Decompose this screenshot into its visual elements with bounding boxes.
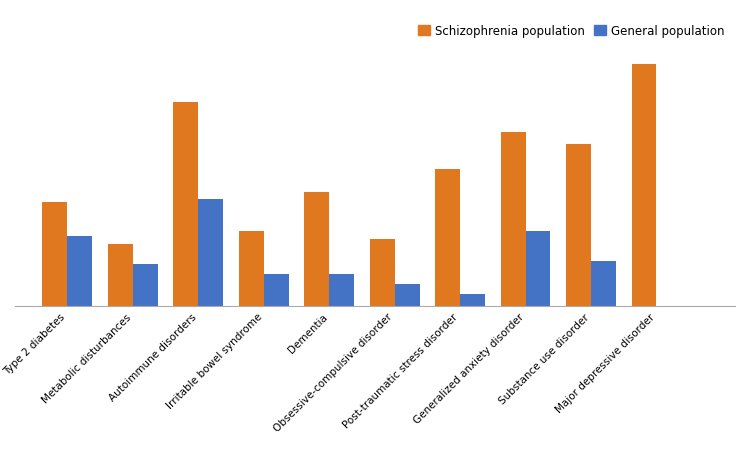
Bar (566, 145, 591, 307)
Bar (394, 284, 419, 307)
Bar (264, 274, 289, 307)
Bar (370, 239, 394, 307)
Bar (526, 232, 550, 307)
Bar (591, 262, 616, 307)
Bar (501, 132, 526, 307)
Bar (173, 102, 198, 307)
Bar (435, 170, 460, 307)
Bar (460, 294, 485, 307)
Bar (108, 244, 133, 307)
Bar (198, 200, 223, 307)
Bar (329, 274, 354, 307)
Bar (43, 202, 68, 307)
Bar (133, 264, 158, 307)
Bar (68, 237, 92, 307)
Bar (238, 232, 264, 307)
Legend: Schizophrenia population, General population: Schizophrenia population, General popula… (414, 20, 729, 43)
Bar (304, 192, 329, 307)
Bar (632, 65, 656, 307)
